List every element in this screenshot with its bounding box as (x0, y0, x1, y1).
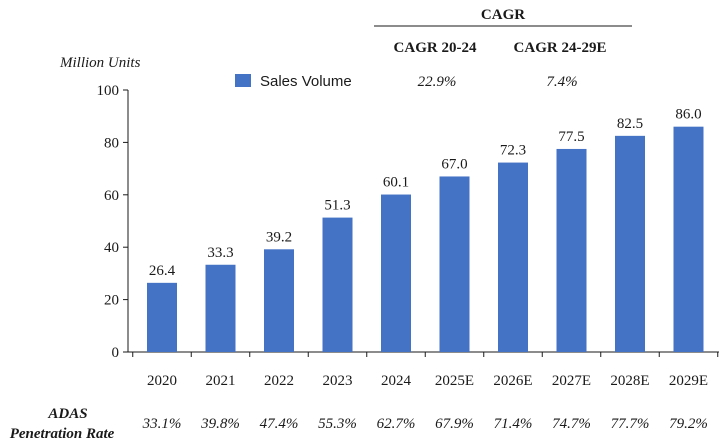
x-tick-label: 2029E (669, 373, 708, 389)
data-label: 33.3 (207, 245, 233, 261)
bar (381, 195, 411, 352)
y-tick-label: 80 (104, 135, 119, 151)
cagr-value: 22.9% (418, 74, 457, 90)
y-tick-label: 60 (104, 188, 119, 204)
penetration-rate-value: 77.7% (611, 416, 650, 432)
bar (674, 127, 704, 352)
cagr-column-header: CAGR 20-24 (394, 40, 477, 56)
penetration-rate-value: 71.4% (494, 416, 533, 432)
data-label: 67.0 (441, 156, 467, 172)
x-tick-label: 2024 (381, 373, 412, 389)
data-label: 77.5 (558, 129, 584, 145)
penetration-rate-value: 74.7% (552, 416, 591, 432)
legend-swatch-sales-volume (235, 74, 251, 87)
y-axis-label: Million Units (59, 55, 141, 71)
bar (615, 136, 645, 352)
data-label: 39.2 (266, 229, 292, 245)
cagr-column-header: CAGR 24-29E (514, 40, 607, 56)
data-label: 72.3 (500, 143, 526, 159)
x-tick-label: 2028E (610, 373, 649, 389)
data-label: 82.5 (617, 116, 643, 132)
penetration-rate-value: 67.9% (435, 416, 474, 432)
bar (206, 265, 236, 352)
bar (264, 249, 294, 352)
x-tick-label: 2027E (552, 373, 591, 389)
data-label: 51.3 (324, 198, 350, 214)
x-tick-label: 2026E (493, 373, 532, 389)
y-tick-label: 40 (104, 240, 119, 256)
y-tick-label: 20 (104, 293, 119, 309)
bar (557, 149, 587, 352)
bars (147, 127, 704, 352)
penetration-rate-value: 79.2% (669, 416, 708, 432)
penetration-rate-value: 33.1% (142, 416, 182, 432)
penetration-rate-value: 47.4% (260, 416, 299, 432)
penetration-rate-value: 39.8% (200, 416, 240, 432)
bar (147, 283, 177, 352)
legend-label-sales-volume: Sales Volume (260, 73, 352, 90)
data-label: 86.0 (675, 107, 701, 123)
penetration-rate-label-line2: Penetration Rate (10, 426, 115, 442)
bar (498, 163, 528, 352)
data-label: 26.4 (149, 263, 176, 279)
data-label: 60.1 (383, 175, 409, 191)
y-tick-label: 100 (97, 83, 120, 99)
x-tick-label: 2022 (264, 373, 294, 389)
x-tick-label: 2020 (147, 373, 177, 389)
x-tick-label: 2021 (206, 373, 236, 389)
penetration-rate-value: 55.3% (318, 416, 357, 432)
cagr-value: 7.4% (546, 74, 577, 90)
penetration-rate-value: 62.7% (377, 416, 416, 432)
y-tick-label: 0 (112, 345, 120, 361)
bar (440, 176, 470, 352)
penetration-rate-label-line1: ADAS (47, 406, 87, 422)
cagr-title: CAGR (481, 7, 525, 23)
x-tick-label: 2023 (323, 373, 353, 389)
bar (323, 218, 353, 352)
x-tick-label: 2025E (435, 373, 474, 389)
